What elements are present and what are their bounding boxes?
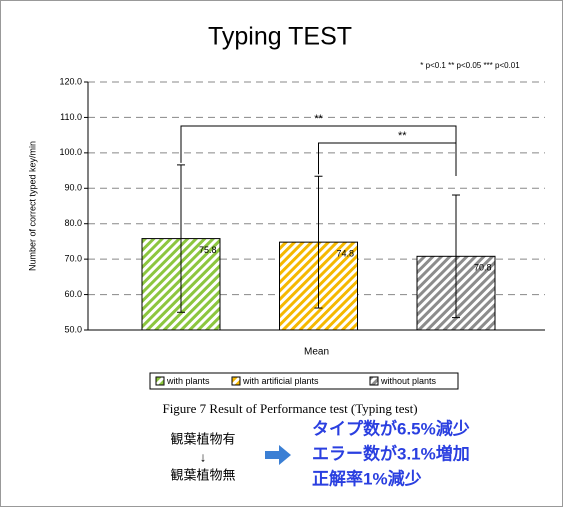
y-tick-label: 90.0	[64, 183, 82, 193]
y-tick-label: 110.0	[60, 112, 82, 122]
note-left: 観葉植物有	[170, 431, 235, 446]
data-label: 74.8	[337, 249, 355, 259]
legend-swatch	[231, 376, 241, 386]
note-right: 正解率1%減少	[312, 468, 422, 488]
note-left: 観葉植物無	[170, 467, 235, 482]
note-right: エラー数が3.1%増加	[312, 443, 470, 463]
legend: with plants with artificial plants without…	[149, 372, 459, 390]
chart-title: Typing TEST	[208, 23, 352, 51]
arrow	[265, 445, 291, 465]
data-label: 70.8	[474, 263, 492, 273]
legend-swatch	[369, 376, 379, 386]
legend-label: with plants	[166, 376, 210, 386]
legend-label: with artificial plants	[242, 376, 319, 386]
y-axis-label: Number of correct typed key/min	[27, 141, 37, 271]
x-tick-label: Mean	[304, 347, 329, 358]
note-right: タイプ数が6.5%減少	[312, 418, 470, 438]
y-tick-label: 100.0	[59, 147, 82, 157]
y-tick-label: 50.0	[64, 324, 82, 334]
note-left: ↓	[200, 449, 207, 464]
significance-label: **	[398, 130, 407, 142]
significance-label: **	[314, 113, 323, 125]
y-tick-label: 80.0	[64, 218, 82, 228]
legend-swatch	[155, 376, 165, 386]
y-tick-label: 70.0	[64, 254, 82, 264]
significance-bracket	[318, 142, 457, 175]
significance-note: * p<0.1 ** p<0.05 *** p<0.01	[420, 61, 520, 70]
legend-label: without plants	[380, 376, 437, 386]
y-tick-label: 120.0	[59, 76, 82, 86]
legend-box	[149, 372, 459, 390]
caption: Figure 7 Result of Performance test (Typ…	[162, 401, 417, 416]
data-label: 75.8	[199, 245, 217, 255]
y-tick-label: 60.0	[64, 289, 82, 299]
